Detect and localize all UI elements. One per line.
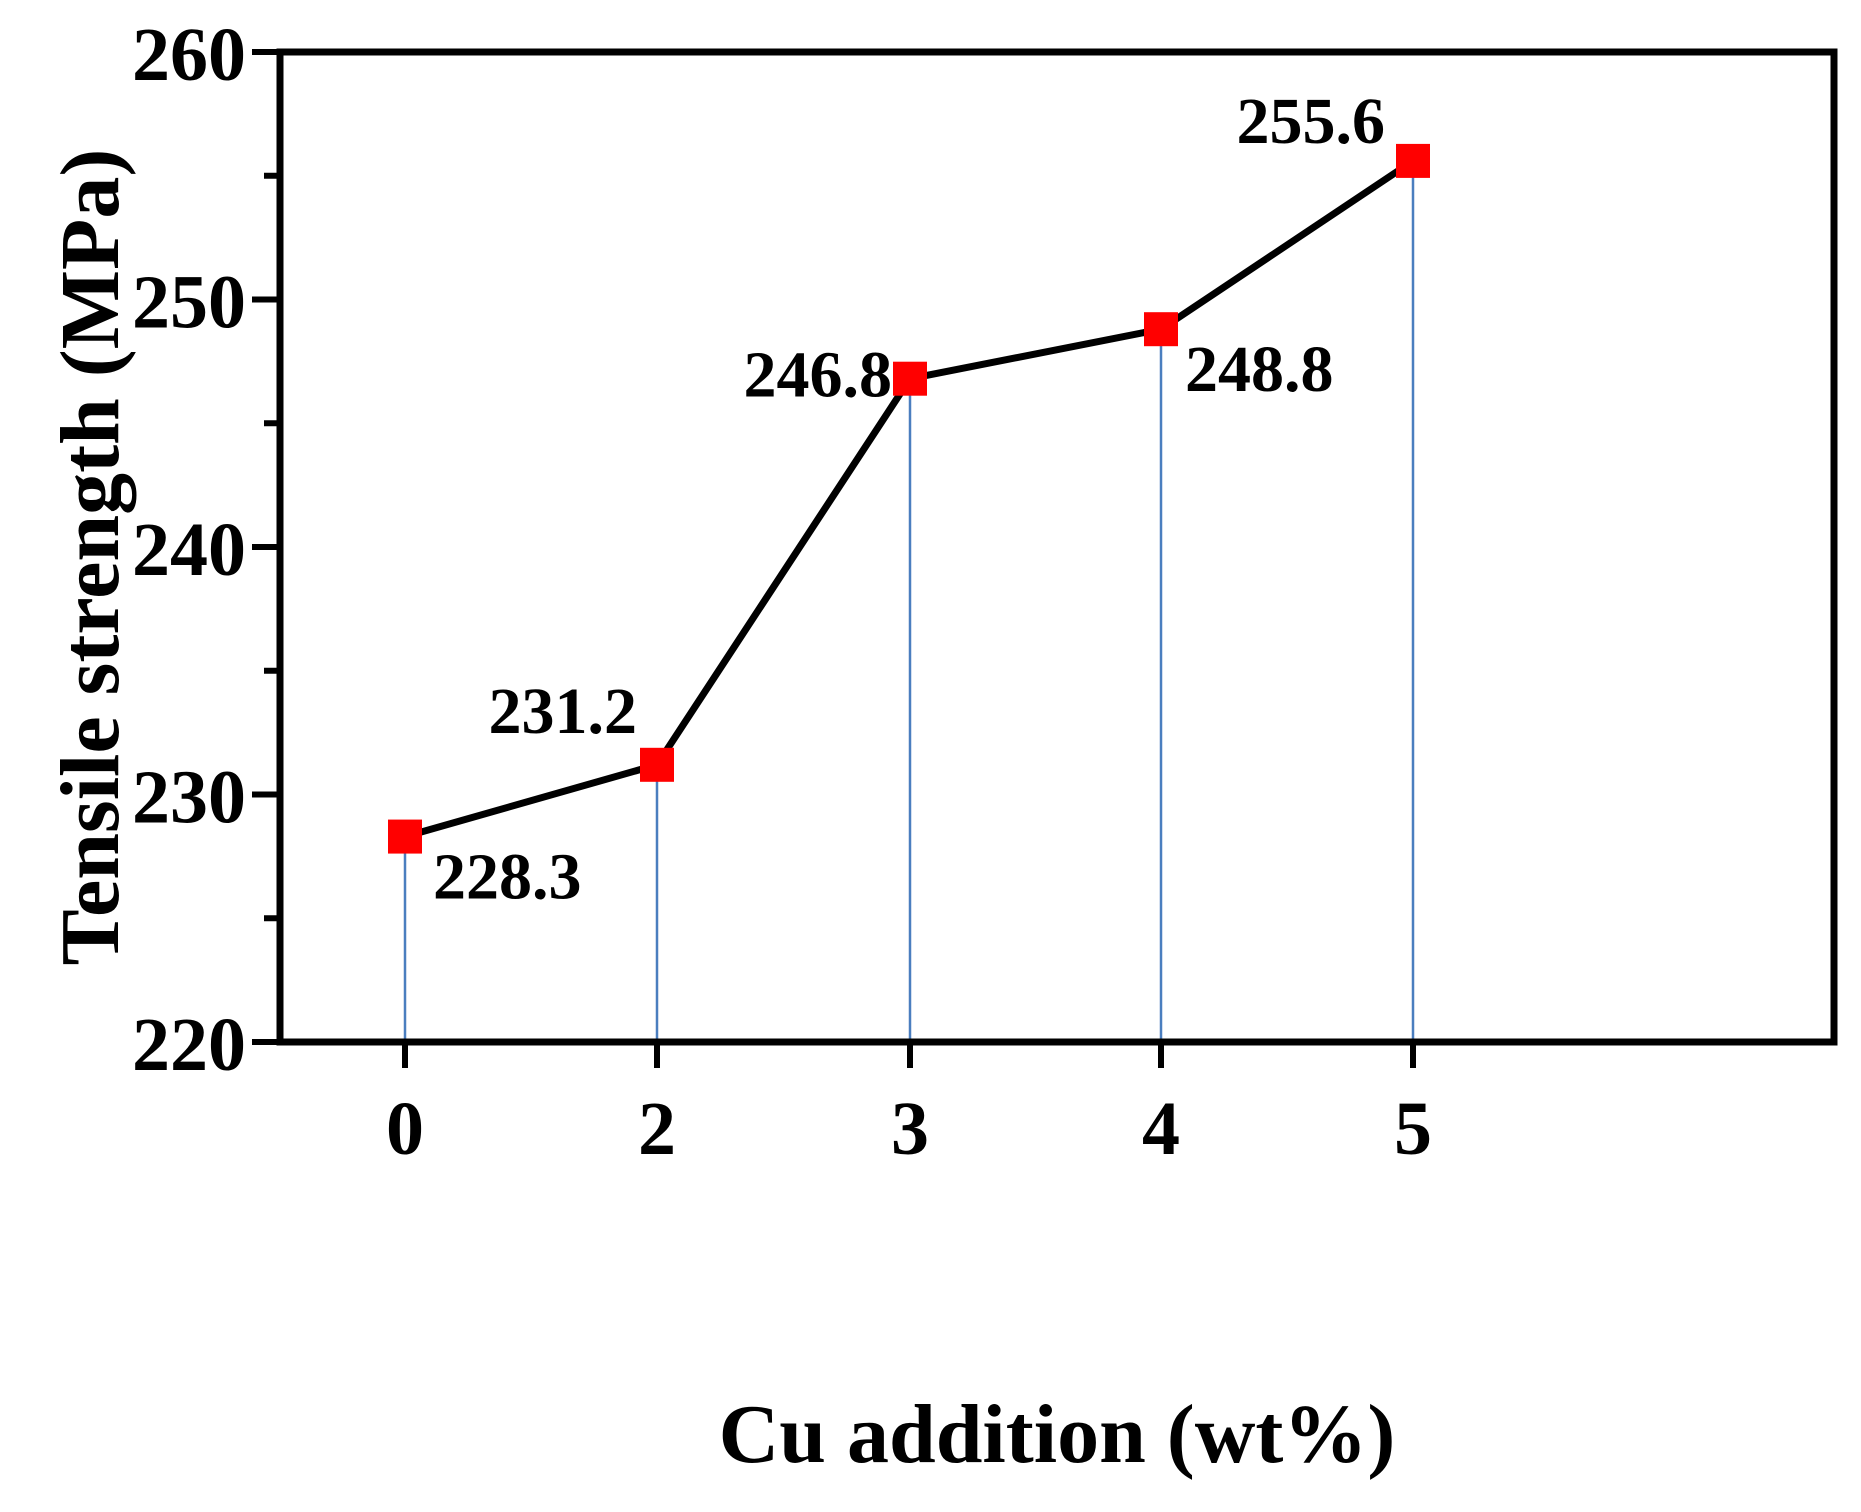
y-tick-label: 230 — [132, 756, 246, 840]
x-tick-label: 4 — [1142, 1087, 1180, 1171]
data-label: 246.8 — [744, 339, 893, 412]
y-axis-title: Tensile strength (MPa) — [44, 149, 137, 966]
data-point — [388, 819, 422, 854]
x-axis-title: Cu addition (wt%) — [719, 1388, 1396, 1481]
data-point — [1144, 312, 1178, 347]
y-tick-label: 250 — [132, 261, 246, 345]
x-tick-label: 0 — [386, 1087, 424, 1171]
x-tick-label: 3 — [891, 1087, 929, 1171]
x-tick-label: 2 — [638, 1087, 676, 1171]
y-tick-label: 240 — [132, 508, 246, 592]
drop-lines — [403, 160, 1415, 1068]
data-point — [640, 747, 674, 782]
data-point — [1396, 143, 1430, 178]
x-axis-ticks: 0 2 3 4 5 — [386, 1042, 1432, 1171]
y-tick-label: 260 — [132, 13, 246, 97]
y-tick-label: 220 — [132, 1003, 246, 1087]
data-label: 231.2 — [489, 675, 638, 748]
x-tick-label: 5 — [1394, 1087, 1432, 1171]
data-label: 228.3 — [433, 841, 582, 914]
data-point — [893, 361, 927, 396]
data-labels: 228.3 231.2 246.8 248.8 255.6 — [433, 85, 1385, 914]
markers — [388, 143, 1430, 854]
y-axis-ticks: 220 230 240 250 260 — [132, 13, 280, 1087]
data-label: 255.6 — [1237, 85, 1386, 158]
data-label: 248.8 — [1185, 333, 1334, 406]
